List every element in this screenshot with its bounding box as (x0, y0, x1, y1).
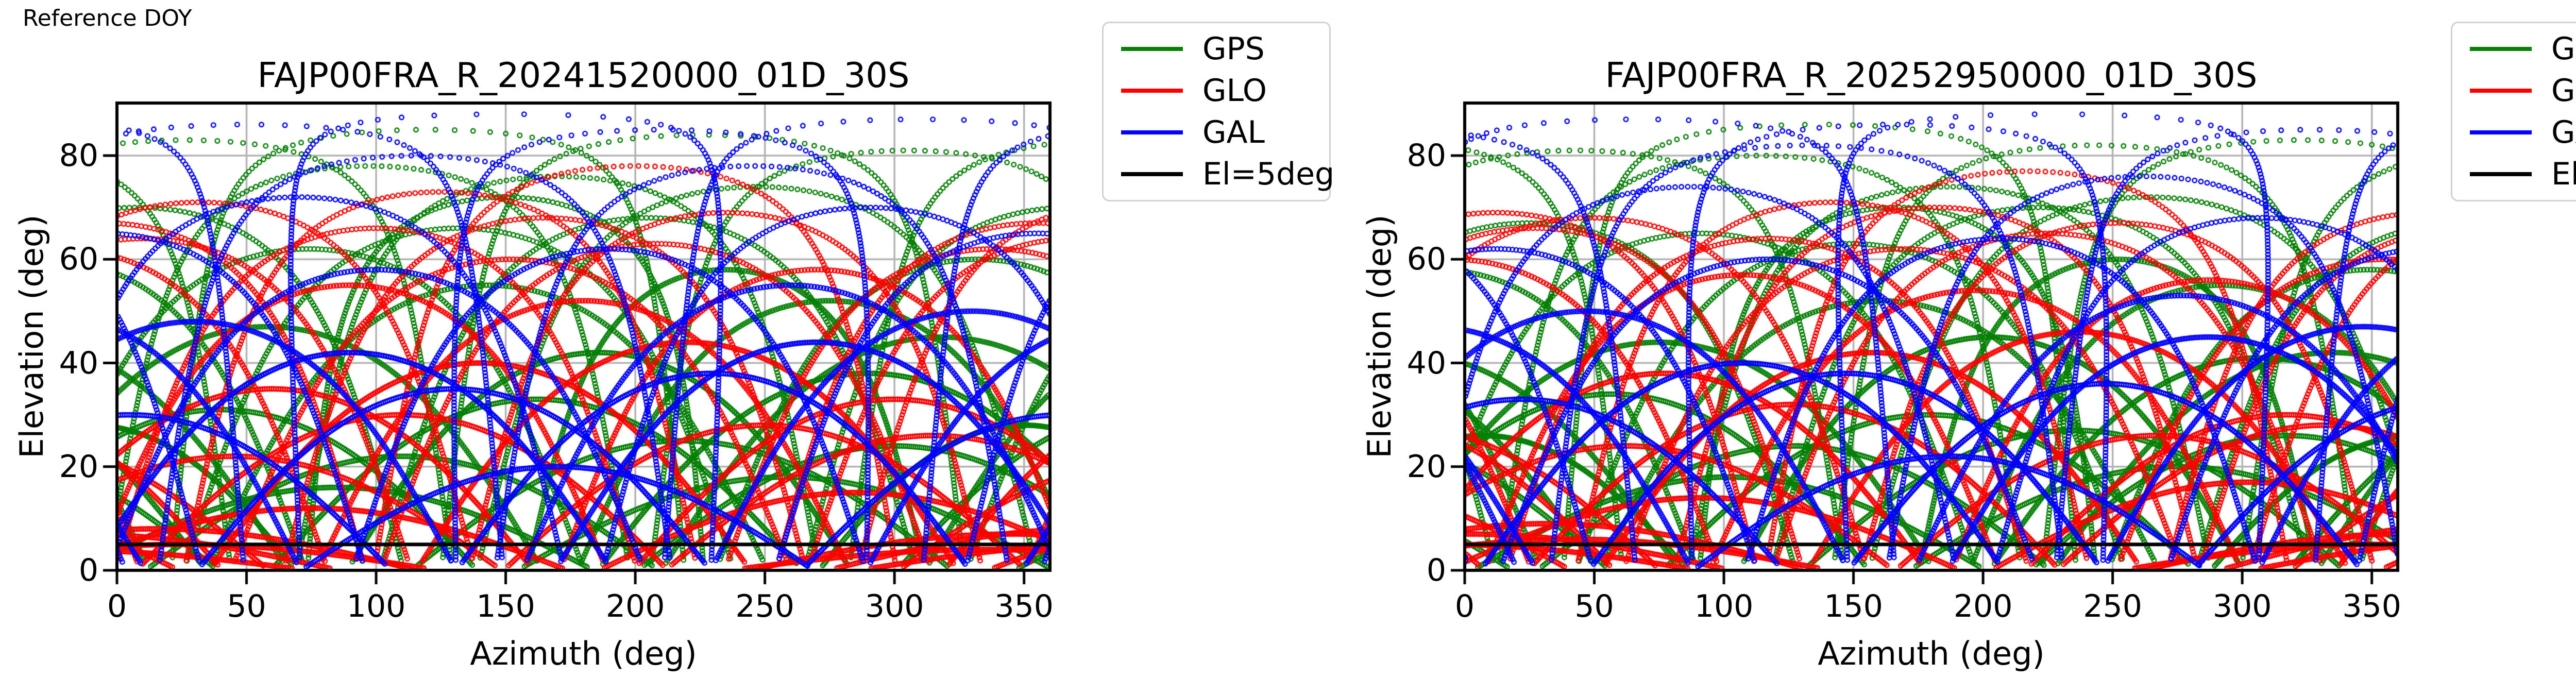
x-tick-label: 150 (1824, 588, 1883, 624)
x-tick-label: 250 (735, 588, 794, 624)
legend-item-label: El=5deg (2551, 156, 2576, 192)
legend-item-label: GLO (1202, 73, 1267, 109)
legend-line-swatch (2470, 47, 2532, 52)
legend-line-swatch (1121, 89, 1183, 93)
x-tick-label: 350 (2342, 588, 2401, 624)
legend-item-gps: GPS (2470, 33, 2576, 64)
reference-doy-label: Reference DOY (23, 5, 192, 31)
y-tick-label: 40 (59, 345, 98, 381)
legend-line-swatch (2470, 172, 2532, 176)
x-tick-label: 0 (1454, 588, 1475, 624)
legend-line-swatch (2470, 130, 2532, 134)
y-tick-label: 60 (1406, 241, 1446, 278)
legend-item-el-5deg: El=5deg (2470, 159, 2576, 190)
legend-item-gal: GAL (2470, 117, 2576, 148)
legend-item-gps: GPS (1121, 33, 1329, 64)
y-tick-label: 0 (78, 552, 98, 588)
y-tick-label: 40 (1406, 345, 1446, 381)
x-tick-label: 150 (476, 588, 535, 624)
x-tick-label: 100 (1694, 588, 1754, 624)
legend-line-swatch (1121, 47, 1183, 52)
y-tick-label: 20 (1406, 448, 1446, 485)
legend-item-gal: GAL (1121, 117, 1329, 148)
x-tick-label: 300 (865, 588, 924, 624)
x-tick-label: 250 (2083, 588, 2142, 624)
y-tick-label: 0 (1426, 552, 1446, 588)
legend-item-label: GPS (1202, 31, 1265, 67)
x-tick-label: 0 (107, 588, 127, 624)
x-tick-label: 200 (605, 588, 665, 624)
legend-item-glo: GLO (2470, 75, 2576, 106)
legend-item-label: El=5deg (1202, 156, 1335, 192)
x-axis-label-right: Azimuth (deg) (1818, 635, 2045, 672)
y-tick-label: 20 (59, 448, 98, 485)
x-tick-label: 200 (1953, 588, 2013, 624)
legend-left: GPS GLO GAL El=5deg (1102, 22, 1334, 201)
legend-item-el-5deg: El=5deg (1121, 159, 1334, 190)
x-tick-label: 50 (1574, 588, 1614, 624)
plot-title-left: FAJP00FRA_R_20241520000_01D_30S (257, 55, 910, 95)
x-tick-label: 300 (2212, 588, 2272, 624)
legend-item-label: GLO (2551, 73, 2576, 109)
y-tick-label: 60 (59, 241, 98, 278)
x-tick-label: 50 (227, 588, 266, 624)
legend-item-label: GAL (2551, 114, 2576, 150)
x-tick-label: 350 (994, 588, 1054, 624)
x-tick-label: 100 (346, 588, 406, 624)
y-tick-label: 80 (59, 138, 98, 174)
plot-title-right: FAJP00FRA_R_20252950000_01D_30S (1605, 55, 2258, 95)
legend-line-swatch (2470, 89, 2532, 93)
x-axis-label-left: Azimuth (deg) (470, 635, 697, 672)
legend-line-swatch (1121, 172, 1183, 176)
legend-right: GPS GLO GAL El=5deg (2451, 22, 2576, 201)
legend-line-swatch (1121, 130, 1183, 134)
legend-item-label: GPS (2551, 31, 2576, 67)
legend-item-label: GAL (1202, 114, 1265, 150)
legend-item-glo: GLO (1121, 75, 1329, 106)
y-tick-label: 80 (1406, 138, 1446, 174)
